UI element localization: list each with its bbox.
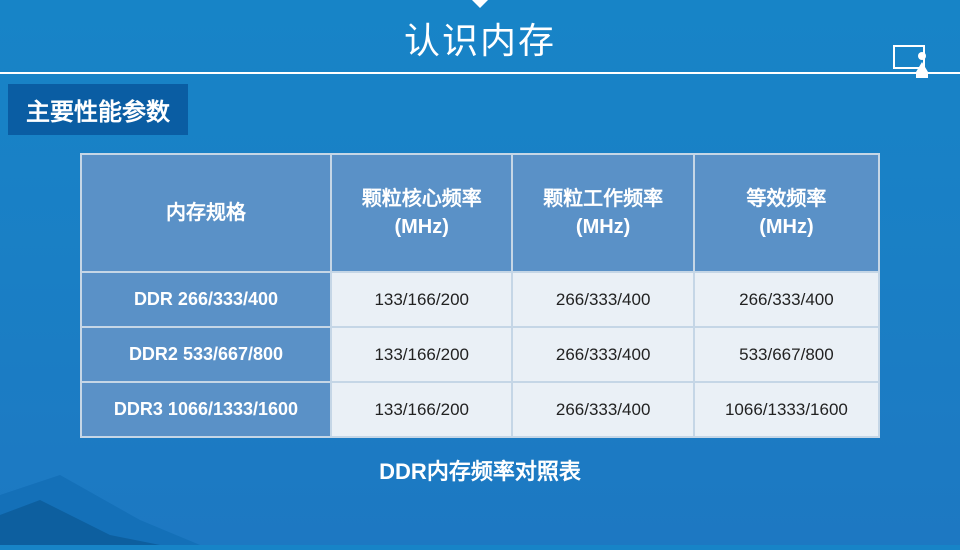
cell-eff: 1066/1333/1600	[694, 382, 879, 437]
cell-spec: DDR 266/333/400	[81, 272, 331, 327]
table-row: DDR 266/333/400 133/166/200 266/333/400 …	[81, 272, 879, 327]
cell-core: 133/166/200	[331, 327, 512, 382]
col-eff-freq: 等效频率(MHz)	[694, 154, 879, 272]
table-header-row: 内存规格 颗粒核心频率(MHz) 颗粒工作频率(MHz) 等效频率(MHz)	[81, 154, 879, 272]
cell-eff: 533/667/800	[694, 327, 879, 382]
subtitle-badge: 主要性能参数	[8, 84, 188, 135]
cell-core: 133/166/200	[331, 272, 512, 327]
table-row: DDR2 533/667/800 133/166/200 266/333/400…	[81, 327, 879, 382]
memory-frequency-table: 内存规格 颗粒核心频率(MHz) 颗粒工作频率(MHz) 等效频率(MHz) D…	[80, 153, 880, 438]
col-spec: 内存规格	[81, 154, 331, 272]
page-title: 认识内存	[0, 12, 960, 64]
cell-work: 266/333/400	[512, 327, 693, 382]
col-work-freq: 颗粒工作频率(MHz)	[512, 154, 693, 272]
col-core-freq: 颗粒核心频率(MHz)	[331, 154, 512, 272]
title-bar: 认识内存	[0, 0, 960, 74]
presenter-board-icon	[892, 44, 932, 78]
cell-spec: DDR2 533/667/800	[81, 327, 331, 382]
cell-work: 266/333/400	[512, 272, 693, 327]
corner-decoration	[0, 475, 200, 545]
cell-core: 133/166/200	[331, 382, 512, 437]
title-underline	[0, 72, 960, 74]
cell-spec: DDR3 1066/1333/1600	[81, 382, 331, 437]
table-row: DDR3 1066/1333/1600 133/166/200 266/333/…	[81, 382, 879, 437]
cell-eff: 266/333/400	[694, 272, 879, 327]
cell-work: 266/333/400	[512, 382, 693, 437]
